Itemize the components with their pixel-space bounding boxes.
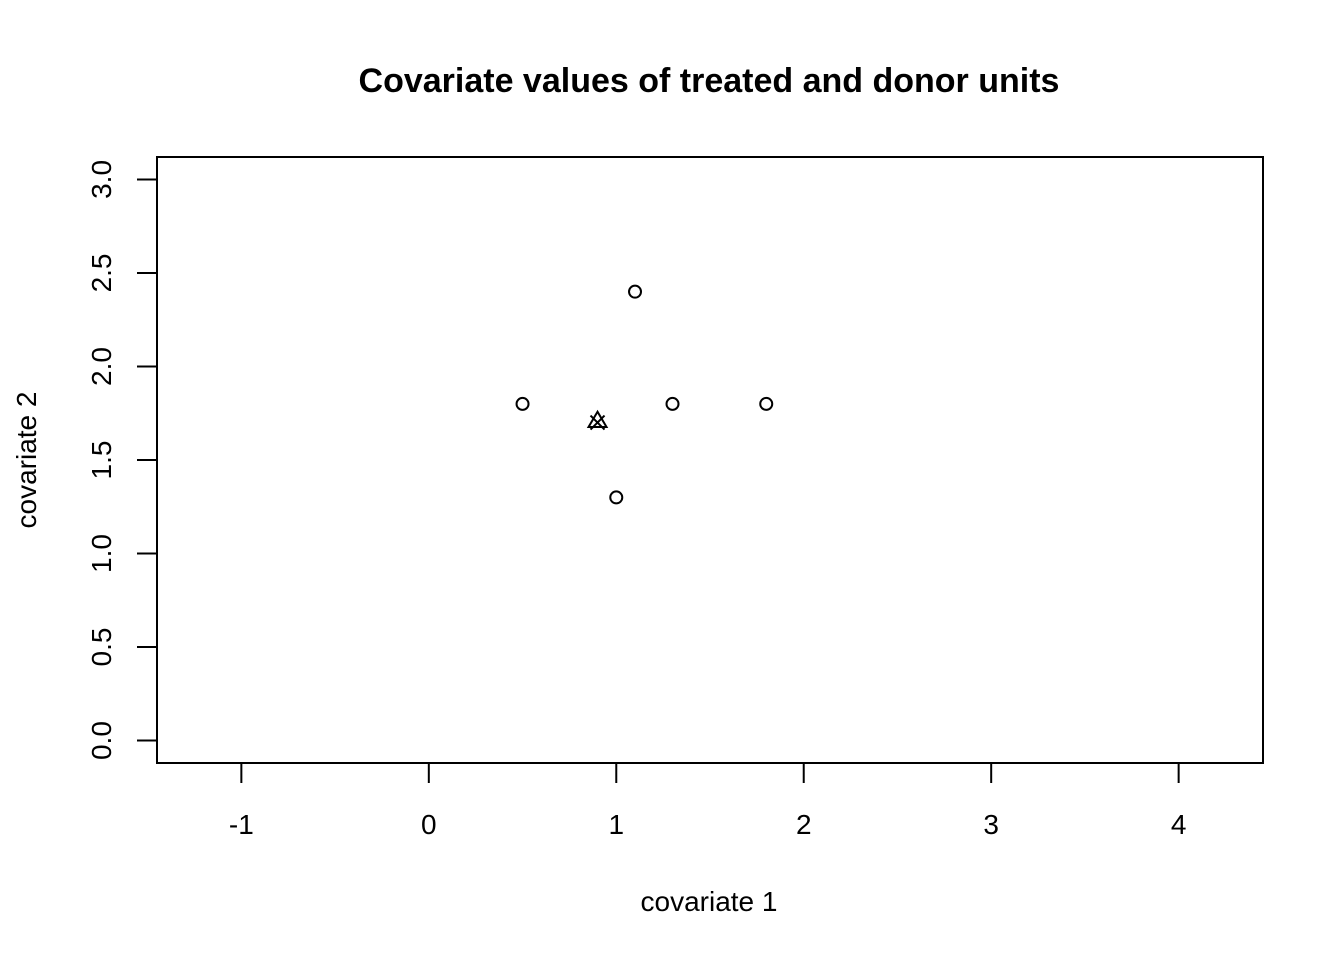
data-point-circle xyxy=(759,396,774,411)
x-tick-label: 0 xyxy=(421,809,437,840)
x-tick-label: 3 xyxy=(983,809,999,840)
y-tick-label: 2.0 xyxy=(86,347,117,386)
y-axis-label: covariate 2 xyxy=(11,392,42,529)
data-point-circle xyxy=(665,396,680,411)
x-tick-label: 2 xyxy=(796,809,812,840)
data-point-triangle xyxy=(586,409,609,429)
y-tick-label: 1.0 xyxy=(86,534,117,573)
chart-title: Covariate values of treated and donor un… xyxy=(359,62,1060,100)
x-tick-label: -1 xyxy=(229,809,254,840)
x-axis: -1 0 1 2 3 4 xyxy=(229,762,1187,840)
y-tick-label: 0.5 xyxy=(86,628,117,667)
x-tick-label: 1 xyxy=(608,809,624,840)
data-point-circle xyxy=(628,284,643,299)
data-point-circle xyxy=(609,490,624,505)
y-tick-label: 2.5 xyxy=(86,253,117,292)
data-point-circle xyxy=(515,396,530,411)
y-axis: 0.0 0.5 1.0 1.5 2.0 2.5 3.0 xyxy=(86,160,158,760)
x-axis-label: covariate 1 xyxy=(641,886,778,917)
y-tick-label: 3.0 xyxy=(86,160,117,199)
data-points xyxy=(515,284,774,505)
y-tick-label: 0.0 xyxy=(86,721,117,760)
y-tick-label: 1.5 xyxy=(86,441,117,480)
x-tick-label: 4 xyxy=(1171,809,1187,840)
